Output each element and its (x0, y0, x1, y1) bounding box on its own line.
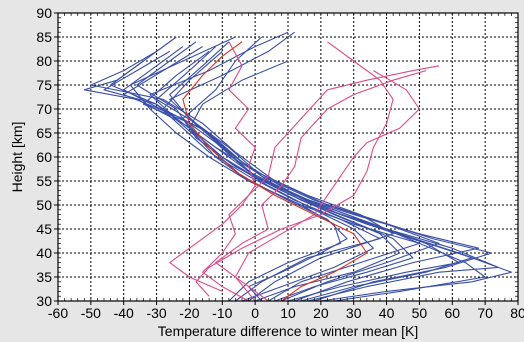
x-tick-label: 0 (251, 305, 259, 321)
x-tick-label: -60 (48, 305, 68, 321)
y-tick-label: 85 (36, 29, 52, 45)
y-tick-label: 30 (36, 293, 52, 309)
highlight-profile-line (234, 70, 420, 302)
ticks (54, 12, 519, 305)
y-axis-title: Height [km] (9, 122, 25, 193)
y-tick-label: 45 (36, 221, 52, 237)
x-tick-label: -40 (114, 305, 134, 321)
profile-line (182, 36, 348, 302)
y-tick-label: 65 (36, 125, 52, 141)
x-tick-label: 10 (280, 305, 296, 321)
profile-line (83, 60, 394, 302)
highlight-profile-line (169, 41, 256, 292)
mean-profile-line (182, 41, 368, 302)
y-tick-label: 60 (36, 149, 52, 165)
y-tick-label: 90 (36, 5, 52, 21)
profile-line (169, 41, 414, 302)
x-tick-label: -10 (212, 305, 232, 321)
profile-line (142, 50, 499, 302)
profile-line (156, 46, 460, 302)
y-tick-label: 55 (36, 173, 52, 189)
highlight-profile-line (215, 70, 427, 302)
profile-line (136, 41, 374, 302)
y-tick-labels: 30 35 40 45 50 55 60 65 70 75 80 85 90 (36, 5, 52, 309)
y-tick-label: 75 (36, 77, 52, 93)
x-tick-label: 70 (477, 305, 493, 321)
y-tick-label: 70 (36, 101, 52, 117)
x-tick-label: 50 (412, 305, 428, 321)
x-tick-label: -20 (179, 305, 199, 321)
profile-line (149, 31, 473, 302)
profile-line (103, 50, 381, 302)
x-tick-label: 60 (444, 305, 460, 321)
x-tick-label: -30 (146, 305, 166, 321)
x-tick-label: 20 (313, 305, 329, 321)
x-tick-label: 30 (346, 305, 362, 321)
y-tick-label: 50 (36, 197, 52, 213)
series-layer (83, 31, 512, 302)
profile-line (123, 46, 401, 302)
x-tick-label: 40 (379, 305, 395, 321)
profile-line (123, 46, 480, 302)
y-tick-label: 40 (36, 245, 52, 261)
y-tick-label: 35 (36, 269, 52, 285)
highlight-profile-line (195, 41, 394, 297)
x-axis-title: Temperature difference to winter mean [K… (158, 323, 418, 339)
x-tick-label: 80 (510, 305, 524, 321)
profile-line (188, 60, 486, 302)
x-tick-labels: -60 -50 -40 -30 -20 -10 0 10 20 30 40 50 60 70 80 (48, 305, 524, 321)
x-tick-label: -50 (81, 305, 101, 321)
y-tick-label: 80 (36, 53, 52, 69)
profile-line (110, 36, 420, 302)
profile-line (169, 31, 493, 302)
